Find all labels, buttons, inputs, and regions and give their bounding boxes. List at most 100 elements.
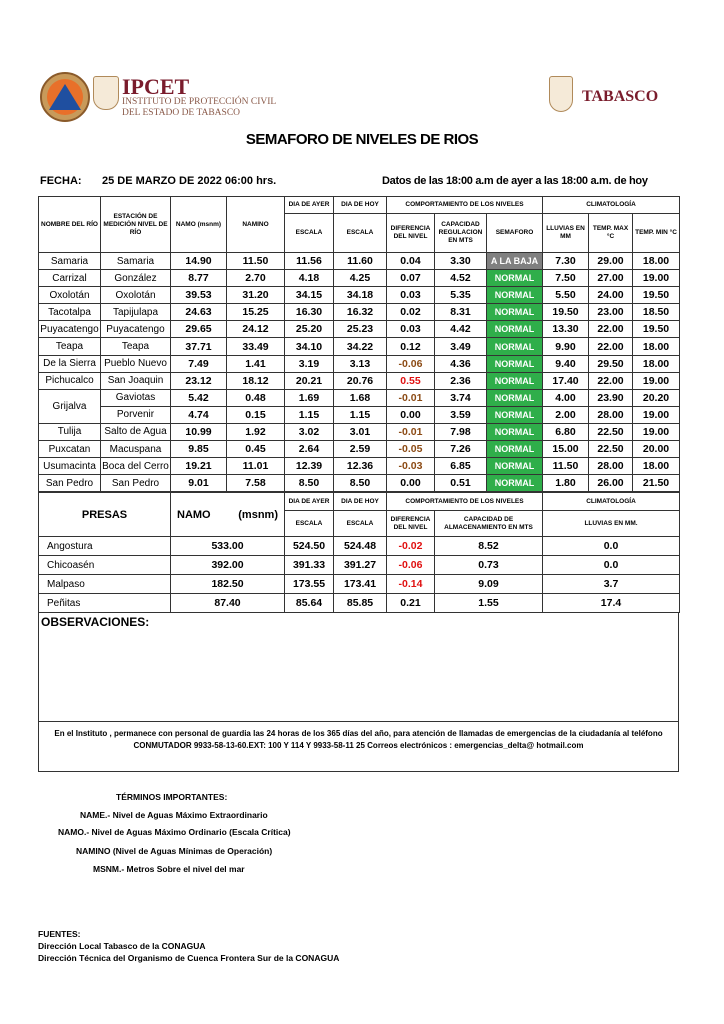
state-name: TABASCO [582, 88, 659, 105]
dam-name: Angostura [38, 536, 171, 556]
col-climatologia: CLIMATOLOGÍA [542, 196, 681, 214]
diferencia: 0.03 [386, 286, 435, 305]
table-row: Puyacatengo Puyacatengo 29.65 24.12 25.20 25.… [38, 320, 681, 339]
lluvias: 11.50 [542, 457, 590, 476]
capacidad: 4.42 [434, 320, 487, 339]
dam-name: Peñitas [38, 593, 171, 613]
river-name: Oxolotán [38, 286, 101, 305]
station: Macuspana [100, 440, 171, 459]
capacidad: 0.73 [434, 555, 543, 575]
table-row: San Pedro San Pedro 9.01 7.58 8.50 8.50 0.00 0.… [38, 474, 681, 493]
station: Salto de Agua [100, 422, 171, 442]
org-name: IPCET [122, 74, 190, 99]
col-estacion: ESTACIÓN DE MEDICIÓN NIVEL DE RÍO [100, 196, 171, 253]
river-name: San Pedro [38, 474, 101, 493]
table-row: Malpaso 182.50 173.55 173.41 -0.14 9.09 3.7 [38, 574, 680, 594]
station: San Pedro [100, 474, 171, 493]
escala-ayer: 16.30 [284, 303, 334, 322]
escala-ayer: 173.55 [284, 574, 334, 594]
temp-min: 18.00 [632, 337, 681, 356]
escala-ayer: 2.64 [284, 440, 334, 459]
namino-value: 18.12 [226, 371, 285, 390]
escala-ayer: 85.64 [284, 593, 334, 613]
escala-hoy: 34.22 [333, 337, 387, 356]
capacidad: 3.49 [434, 337, 487, 356]
escala-ayer: 34.10 [284, 337, 334, 356]
escala-ayer: 12.39 [284, 457, 334, 476]
river-name: Tacotalpa [38, 303, 101, 322]
escala-ayer: 1.69 [284, 388, 334, 407]
col-namo-presa: NAMO (msnm) [170, 492, 285, 537]
namo-value: 14.90 [170, 251, 227, 271]
namo-value: 182.50 [170, 574, 285, 594]
station: Teapa [100, 337, 171, 356]
diferencia: 0.12 [386, 337, 435, 356]
escala-ayer: 20.21 [284, 371, 334, 390]
escala-hoy: 34.18 [333, 286, 387, 305]
lluvias: 5.50 [542, 286, 590, 305]
station: Samaria [100, 251, 171, 271]
temp-max: 29.00 [588, 251, 634, 271]
col-diferencia: DIFERENCIA DEL NIVEL [386, 510, 435, 537]
escala-ayer: 34.15 [284, 286, 334, 305]
col-semaforo: SEMAFORO [485, 213, 544, 253]
term-name: NAME.- Nivel de Aguas Máximo Extraordina… [80, 810, 268, 820]
diferencia: 0.02 [386, 303, 435, 322]
col-presas: PRESAS [38, 492, 171, 537]
escala-ayer: 3.19 [284, 354, 334, 373]
semaforo-status: NORMAL [485, 337, 544, 356]
escala-hoy: 8.50 [333, 474, 387, 493]
namo-value: 19.21 [170, 457, 227, 476]
temp-max: 22.00 [588, 371, 634, 390]
periodo: Datos de las 18:00 a.m de ayer a las 18:… [382, 175, 648, 187]
capacidad: 8.31 [434, 303, 487, 322]
river-name: Teapa [38, 337, 101, 356]
col-tmin: TEMP. MIN °C [632, 213, 681, 253]
river-name: Samaria [38, 251, 101, 271]
river-name: Carrizal [38, 269, 101, 288]
escala-hoy: 4.25 [333, 269, 387, 288]
col-escala-hoy: ESCALA [333, 510, 387, 537]
table-row: Carrizal González 8.77 2.70 4.18 4.25 0.07 4.52… [38, 269, 681, 288]
escala-hoy: 11.60 [333, 251, 387, 271]
temp-min: 18.00 [632, 457, 681, 476]
station: Boca del Cerro [100, 457, 171, 476]
namo-value: 8.77 [170, 269, 227, 288]
escala-ayer: 4.18 [284, 269, 334, 288]
escala-hoy: 12.36 [333, 457, 387, 476]
col-ayer: DIA DE AYER [284, 196, 334, 214]
table-row: Chicoasén 392.00 391.33 391.27 -0.06 0.73 0.0 [38, 555, 680, 575]
temp-max: 28.00 [588, 457, 634, 476]
station: González [100, 269, 171, 288]
temp-max: 22.50 [588, 422, 634, 442]
temp-max: 23.00 [588, 303, 634, 322]
diferencia: -0.01 [386, 388, 435, 407]
col-hoy: DIA DE HOY [333, 196, 387, 214]
capacidad: 3.59 [434, 405, 487, 424]
namo-value: 37.71 [170, 337, 227, 356]
namo-value: 9.85 [170, 440, 227, 459]
capacidad: 2.36 [434, 371, 487, 390]
lluvias: 17.4 [542, 593, 680, 613]
escala-hoy: 20.76 [333, 371, 387, 390]
col-escala-ayer: ESCALA [284, 213, 334, 253]
semaforo-status: NORMAL [485, 320, 544, 339]
table-row: Pichucalco San Joaquin 23.12 18.12 20.21 20.7… [38, 371, 681, 390]
semaforo-status: NORMAL [485, 474, 544, 493]
table-row: Porvenir 4.74 0.15 1.15 1.15 0.00 3.59 NORMAL 2.… [39, 405, 681, 424]
capacidad: 9.09 [434, 574, 543, 594]
escala-ayer: 391.33 [284, 555, 334, 575]
dam-name: Malpaso [38, 574, 171, 594]
table-row: Puxcatan Macuspana 9.85 0.45 2.64 2.59 -0.05 7.… [38, 440, 681, 459]
station: Pueblo Nuevo [100, 354, 171, 373]
diferencia: 0.00 [386, 474, 435, 493]
col-comportamiento: COMPORTAMIENTO DE LOS NIVELES [386, 492, 543, 511]
col-namo: NAMO (msnm) [170, 196, 227, 253]
lluvias: 0.0 [542, 536, 680, 556]
diferencia: -0.06 [386, 555, 435, 575]
table-row: Samaria Samaria 14.90 11.50 11.56 11.60 0.04 3.… [38, 251, 681, 271]
col-hoy: DIA DE HOY [333, 492, 387, 511]
col-namino: NAMINO [226, 196, 285, 253]
lluvias: 3.7 [542, 574, 680, 594]
diferencia: 0.00 [386, 405, 435, 424]
